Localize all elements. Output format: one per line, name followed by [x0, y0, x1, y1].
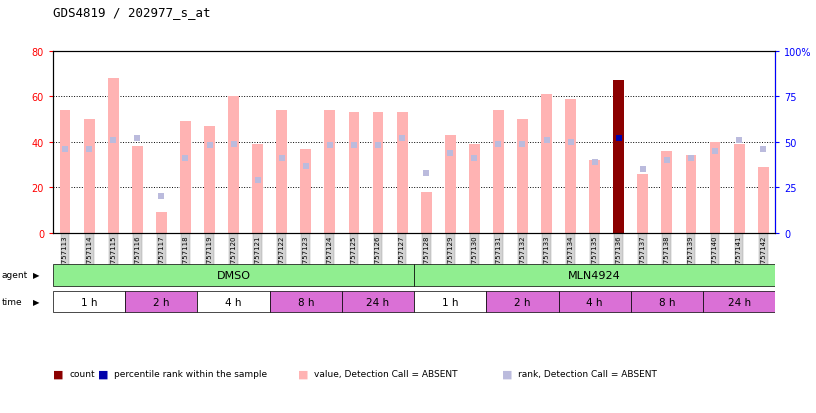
Bar [614, 81, 624, 233]
Text: 24 h: 24 h [728, 297, 751, 307]
Bar [126, 291, 197, 313]
Bar [325, 111, 335, 233]
Point [203, 143, 216, 150]
Point [660, 157, 673, 164]
Bar [342, 291, 414, 313]
Bar [486, 291, 558, 313]
Text: 8 h: 8 h [659, 297, 675, 307]
Bar [197, 291, 269, 313]
Bar [631, 291, 703, 313]
Bar [710, 142, 721, 233]
Point [251, 177, 264, 184]
Bar [685, 156, 696, 233]
Text: 4 h: 4 h [225, 297, 242, 307]
Point [348, 143, 361, 150]
Bar [373, 113, 384, 233]
Bar [132, 147, 143, 233]
Text: 8 h: 8 h [298, 297, 314, 307]
Point [323, 143, 336, 150]
Bar [269, 291, 342, 313]
Text: 4 h: 4 h [587, 297, 603, 307]
Point [564, 139, 577, 146]
Bar [541, 95, 552, 233]
Text: 1 h: 1 h [442, 297, 459, 307]
Bar [517, 120, 528, 233]
Point [516, 141, 529, 147]
Bar [228, 97, 239, 233]
Text: count: count [69, 369, 95, 378]
Point [155, 194, 168, 200]
Point [685, 156, 698, 162]
Point [733, 138, 746, 144]
Point [588, 159, 601, 166]
Point [419, 170, 432, 177]
Bar [637, 174, 648, 233]
Bar [204, 126, 215, 233]
Bar [348, 113, 359, 233]
Text: ■: ■ [502, 369, 512, 379]
Bar [703, 291, 775, 313]
Text: 2 h: 2 h [514, 297, 530, 307]
Point [371, 143, 384, 150]
Bar [421, 192, 432, 233]
Text: ■: ■ [98, 369, 109, 379]
Text: GDS4819 / 202977_s_at: GDS4819 / 202977_s_at [53, 6, 211, 19]
Point [107, 138, 120, 144]
Bar [493, 111, 503, 233]
Point [708, 148, 721, 155]
Text: DMSO: DMSO [216, 270, 251, 280]
Bar [53, 264, 414, 286]
Point [612, 135, 625, 142]
Bar [277, 111, 287, 233]
Point [131, 135, 144, 142]
Bar [180, 122, 191, 233]
Point [396, 135, 409, 142]
Text: ■: ■ [298, 369, 308, 379]
Bar [558, 291, 631, 313]
Point [636, 166, 650, 173]
Bar [662, 152, 672, 233]
Bar [589, 161, 600, 233]
Text: ■: ■ [53, 369, 64, 379]
Text: MLN4924: MLN4924 [568, 270, 621, 280]
Point [299, 163, 313, 169]
Text: percentile rank within the sample: percentile rank within the sample [114, 369, 268, 378]
Bar [414, 264, 775, 286]
Bar [108, 79, 118, 233]
Point [179, 156, 192, 162]
Point [468, 156, 481, 162]
Point [444, 150, 457, 157]
Text: 24 h: 24 h [366, 297, 389, 307]
Bar [469, 145, 480, 233]
Bar [758, 168, 769, 233]
Text: agent: agent [2, 271, 28, 280]
Point [82, 147, 95, 153]
Bar [300, 150, 311, 233]
Point [492, 141, 505, 147]
Text: time: time [2, 297, 22, 306]
Bar [414, 291, 486, 313]
Point [227, 141, 240, 147]
Text: rank, Detection Call = ABSENT: rank, Detection Call = ABSENT [518, 369, 657, 378]
Text: ▶: ▶ [33, 271, 39, 280]
Text: 1 h: 1 h [81, 297, 97, 307]
Bar [565, 99, 576, 233]
Bar [53, 291, 126, 313]
Point [756, 147, 769, 153]
Text: 2 h: 2 h [153, 297, 170, 307]
Point [540, 138, 553, 144]
Bar [445, 135, 455, 233]
Text: ▶: ▶ [33, 297, 39, 306]
Bar [252, 145, 263, 233]
Bar [397, 113, 407, 233]
Text: value, Detection Call = ABSENT: value, Detection Call = ABSENT [314, 369, 458, 378]
Point [59, 147, 72, 153]
Bar [60, 111, 70, 233]
Point [275, 156, 288, 162]
Bar [84, 120, 95, 233]
Bar [734, 145, 744, 233]
Bar [156, 213, 166, 233]
